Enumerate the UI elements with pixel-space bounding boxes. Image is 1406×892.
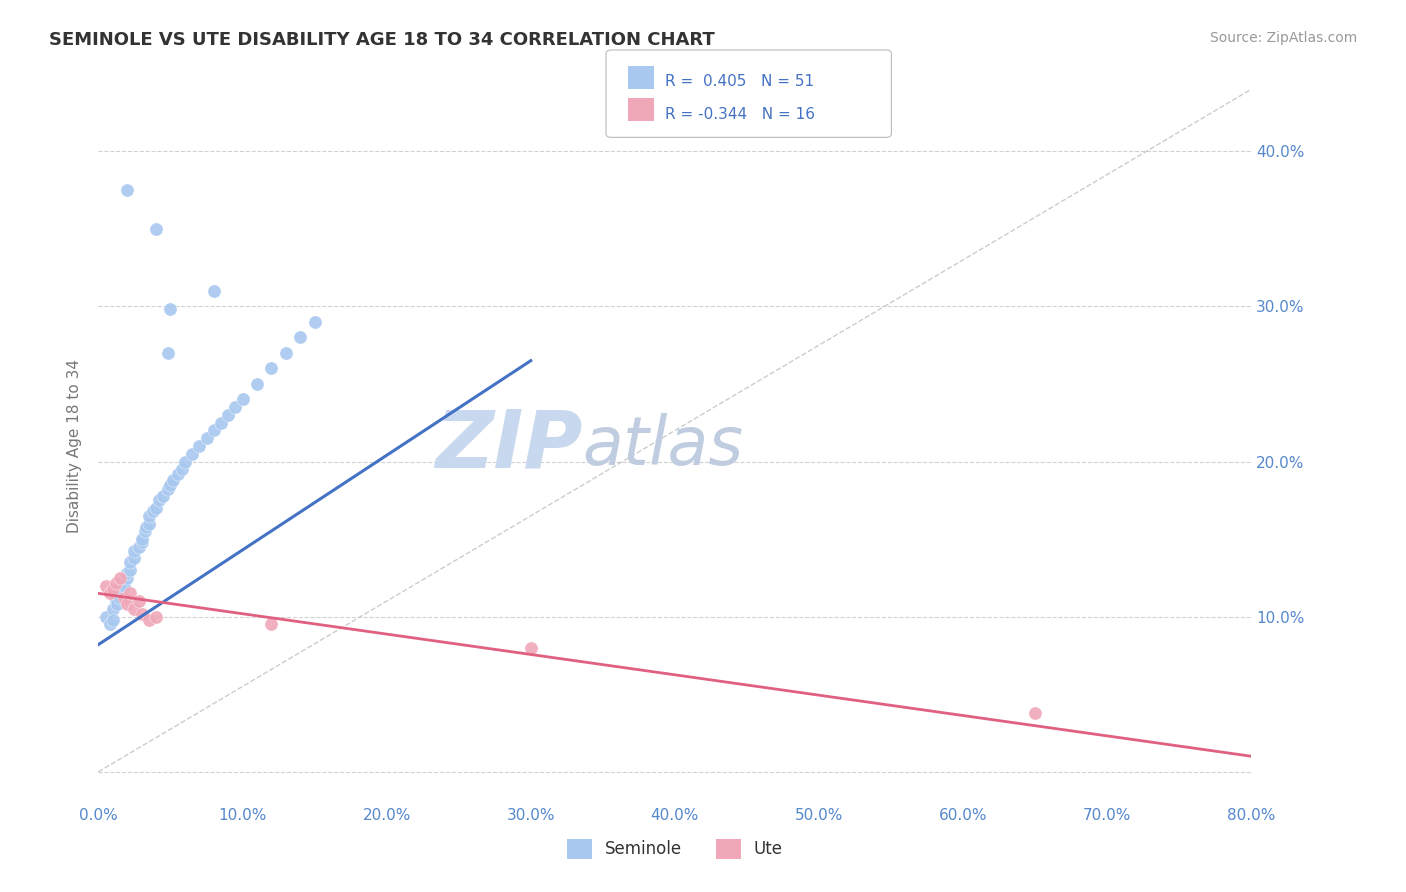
Point — [142, 504, 165, 518]
Point — [105, 597, 128, 611]
Point — [131, 532, 153, 546]
Point — [138, 508, 160, 523]
Point — [98, 586, 121, 600]
Point — [104, 575, 127, 590]
Point — [104, 594, 127, 608]
Point — [304, 315, 326, 329]
Point — [94, 609, 117, 624]
Point — [117, 566, 139, 581]
Text: SEMINOLE VS UTE DISABILITY AGE 18 TO 34 CORRELATION CHART: SEMINOLE VS UTE DISABILITY AGE 18 TO 34 … — [49, 31, 716, 49]
Point — [145, 609, 167, 624]
Point — [166, 467, 188, 481]
Point — [152, 489, 174, 503]
Point — [138, 613, 160, 627]
Point — [224, 401, 246, 415]
Point — [156, 483, 179, 497]
Point — [274, 346, 297, 360]
Point — [246, 376, 269, 391]
Point — [120, 563, 142, 577]
Point — [131, 607, 153, 621]
Point — [260, 361, 283, 376]
Point — [131, 535, 153, 549]
Point — [1024, 706, 1046, 720]
Point — [108, 571, 131, 585]
Point — [128, 594, 150, 608]
Point — [209, 416, 232, 430]
Text: atlas: atlas — [582, 413, 744, 479]
Point — [117, 183, 139, 197]
Point — [94, 579, 117, 593]
Point — [101, 582, 124, 596]
Point — [181, 447, 204, 461]
Point — [120, 586, 142, 600]
Point — [156, 346, 179, 360]
Point — [124, 544, 146, 558]
Point — [217, 408, 239, 422]
Point — [145, 501, 167, 516]
Point — [138, 516, 160, 531]
Point — [112, 591, 135, 605]
Point — [135, 519, 157, 533]
Legend: Seminole, Ute: Seminole, Ute — [560, 832, 790, 866]
Point — [101, 602, 124, 616]
Point — [117, 571, 139, 585]
Point — [108, 586, 131, 600]
Point — [134, 524, 156, 539]
Point — [520, 640, 543, 655]
Point — [124, 602, 146, 616]
Point — [101, 613, 124, 627]
Point — [124, 550, 146, 565]
Point — [202, 424, 225, 438]
Text: ZIP: ZIP — [436, 407, 582, 485]
Point — [145, 222, 167, 236]
Point — [120, 555, 142, 569]
Point — [174, 454, 197, 468]
Point — [290, 330, 312, 344]
Text: R =  0.405   N = 51: R = 0.405 N = 51 — [665, 74, 814, 89]
Point — [188, 439, 211, 453]
Point — [260, 617, 283, 632]
Text: R = -0.344   N = 16: R = -0.344 N = 16 — [665, 107, 815, 122]
Point — [98, 617, 121, 632]
Text: Source: ZipAtlas.com: Source: ZipAtlas.com — [1209, 31, 1357, 45]
Point — [148, 493, 170, 508]
Y-axis label: Disability Age 18 to 34: Disability Age 18 to 34 — [67, 359, 83, 533]
Point — [128, 540, 150, 554]
Point — [159, 302, 181, 317]
Point — [110, 582, 132, 596]
Point — [170, 462, 193, 476]
Point — [231, 392, 254, 407]
Point — [117, 597, 139, 611]
Point — [108, 591, 131, 605]
Point — [195, 431, 218, 445]
Point — [112, 579, 135, 593]
Point — [162, 473, 184, 487]
Point — [159, 477, 181, 491]
Point — [202, 284, 225, 298]
